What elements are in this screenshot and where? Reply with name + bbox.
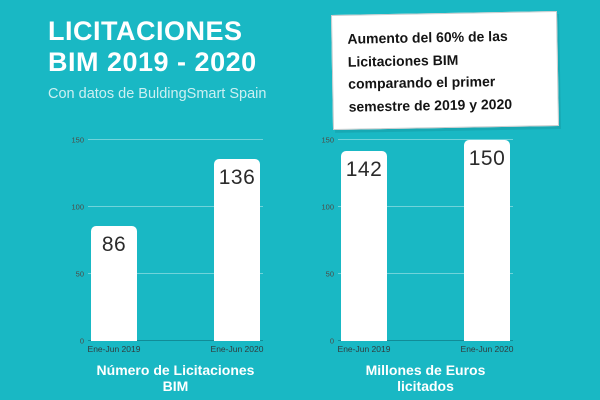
chart-numero-licitaciones: 0 50 100 150 86 Ene-Jun 2019 136 Ene-Jun 2020 N… (66, 136, 296, 400)
page-title: LICITACIONES BIM 2019 - 2020 (48, 16, 257, 78)
bar: 86 (91, 225, 137, 341)
bar: 142 (341, 150, 387, 341)
gridline-0 (88, 340, 263, 341)
chart-title: Millones de Euros licitados (365, 362, 486, 394)
x-tick-label: Ene-Jun 2019 (87, 344, 141, 354)
gridline-50 (338, 273, 513, 275)
gridline-0 (338, 340, 513, 341)
bar-slot: 150 Ene-Jun 2020 (461, 140, 513, 354)
bar: 150 (464, 140, 510, 341)
y-tick-label: 150 (71, 135, 84, 145)
bar-value-label: 142 (345, 157, 383, 181)
bar-value-label: 86 (101, 232, 127, 256)
y-tick-label: 0 (329, 336, 334, 346)
plot-area: 0 50 100 150 86 Ene-Jun 2019 136 Ene-Jun 2020 (71, 136, 263, 355)
y-tick-label: 0 (79, 336, 84, 346)
title-line-1: LICITACIONES (48, 16, 243, 46)
gridline-150 (338, 139, 513, 140)
bar: 136 (214, 158, 260, 341)
page-subtitle: Con datos de BuldingSmart Spain (48, 86, 267, 102)
gridline-100 (88, 206, 263, 208)
x-tick-label: Ene-Jun 2019 (337, 344, 391, 354)
bars-group: 86 Ene-Jun 2019 136 Ene-Jun 2020 (88, 140, 263, 354)
bar-slot: 136 Ene-Jun 2020 (211, 140, 263, 354)
x-tick-label: Ene-Jun 2020 (210, 344, 264, 354)
y-tick-label: 50 (325, 269, 334, 279)
y-tick-label: 50 (75, 269, 84, 279)
callout-box: Aumento del 60% de las Licitaciones BIM … (331, 11, 559, 130)
gridline-100 (338, 206, 513, 208)
bar-slot: 142 Ene-Jun 2019 (338, 140, 390, 354)
gridline-150 (88, 139, 263, 140)
bar-slot: 86 Ene-Jun 2019 (88, 140, 140, 354)
x-tick-label: Ene-Jun 2020 (460, 344, 514, 354)
bar-value-label: 150 (468, 147, 506, 170)
bar-value-label: 136 (218, 165, 256, 189)
title-line-2: BIM 2019 - 2020 (48, 46, 257, 77)
y-tick-label: 100 (321, 202, 334, 212)
bars-group: 142 Ene-Jun 2019 150 Ene-Jun 2020 (338, 140, 513, 354)
chart-millones-euros: 0 50 100 150 142 Ene-Jun 2019 150 Ene-Jun 2020 … (316, 136, 546, 400)
y-tick-label: 100 (71, 202, 84, 212)
y-tick-label: 150 (321, 135, 334, 145)
gridline-50 (88, 273, 263, 275)
plot-area: 0 50 100 150 142 Ene-Jun 2019 150 Ene-Jun 2020 (321, 136, 513, 355)
callout-text: Aumento del 60% de las Licitaciones BIM … (347, 27, 513, 115)
chart-title: Número de Licitaciones BIM (96, 362, 255, 394)
